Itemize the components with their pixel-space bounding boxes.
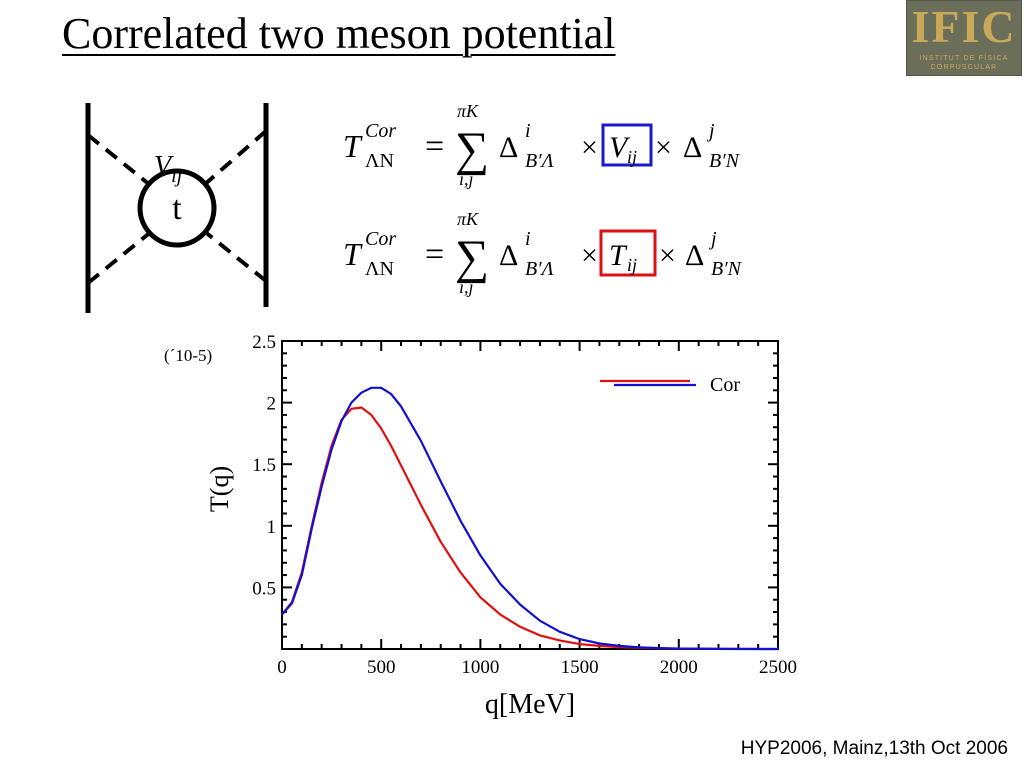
svg-text:B′N: B′N xyxy=(711,258,743,280)
svg-text:i,j: i,j xyxy=(459,169,474,189)
svg-text:j: j xyxy=(706,120,715,142)
footer-text: HYP2006, Mainz,13th Oct 2006 xyxy=(740,738,1008,759)
equation-potential: T Cor ΛN = ∑ πK i,j Δ i B′Λ × V ij × Δ j… xyxy=(343,101,741,189)
svg-text:T: T xyxy=(609,239,628,272)
series-line-2 xyxy=(281,386,779,651)
y-tick-label: 2.5 xyxy=(252,332,276,353)
x-tick-label: 2500 xyxy=(759,657,797,678)
scale-note: (´10-5) xyxy=(164,346,212,365)
t-matrix-box xyxy=(599,229,657,277)
svg-text:ij: ij xyxy=(627,147,637,167)
equations: T Cor ΛN = ∑ πK i,j Δ i B′Λ × V ij × Δ j… xyxy=(343,101,743,297)
svg-text:Cor: Cor xyxy=(365,120,396,142)
y-tick-label: 2 xyxy=(267,394,277,415)
svg-text:Δ: Δ xyxy=(683,131,702,164)
y-tick-label: 0.5 xyxy=(252,578,276,599)
x-tick-label: 500 xyxy=(367,657,396,678)
slide-title: Correlated two meson potential xyxy=(62,9,616,58)
x-tick-label: 1000 xyxy=(461,657,499,678)
svg-text:j: j xyxy=(708,228,717,250)
svg-text:B′Λ: B′Λ xyxy=(525,258,554,280)
x-tick-label: 0 xyxy=(277,657,287,678)
svg-text:T: T xyxy=(343,236,363,272)
legend-label: Cor xyxy=(710,374,740,396)
svg-text:=: = xyxy=(425,236,444,273)
logo-line-1: INSTITUT DE FÍSICA xyxy=(919,55,1009,62)
svg-text:Δ: Δ xyxy=(685,239,704,272)
svg-text:ΛN: ΛN xyxy=(365,258,394,280)
t-of-q-chart: (´10-5) T(q) q[MeV] 0 500 1000 1500 2000 2500… xyxy=(164,332,797,720)
y-tick-label: 1.5 xyxy=(252,455,276,476)
svg-text:ΛN: ΛN xyxy=(365,150,394,172)
svg-text:T: T xyxy=(343,128,363,164)
y-tick-label: 1 xyxy=(267,517,277,538)
svg-text:ij: ij xyxy=(627,255,637,275)
svg-text:×: × xyxy=(581,239,598,272)
vertex-label: Vij xyxy=(154,151,183,187)
svg-text:=: = xyxy=(425,128,444,165)
logo-main-text: IFIC xyxy=(911,1,1017,52)
svg-text:∑: ∑ xyxy=(455,231,489,284)
svg-text:Cor: Cor xyxy=(365,228,396,250)
svg-text:i: i xyxy=(525,228,531,250)
x-tick-label: 1500 xyxy=(561,657,599,678)
loop-label: t xyxy=(172,190,182,227)
meson-line-upper-right xyxy=(202,129,268,187)
svg-text:∑: ∑ xyxy=(455,123,489,176)
svg-text:B′Λ: B′Λ xyxy=(525,150,554,172)
equation-t-matrix: T Cor ΛN = ∑ πK i,j Δ i B′Λ × T ij × Δ j… xyxy=(343,209,743,297)
meson-line-upper-left xyxy=(86,133,152,187)
svg-text:πK: πK xyxy=(457,209,479,229)
svg-text:×: × xyxy=(581,131,598,164)
svg-text:V: V xyxy=(609,131,631,164)
meson-line-lower-left xyxy=(86,229,154,285)
plot-frame xyxy=(281,340,779,650)
potential-box xyxy=(601,123,653,167)
svg-text:Δ: Δ xyxy=(499,131,518,164)
svg-text:×: × xyxy=(655,131,672,164)
svg-text:πK: πK xyxy=(457,101,479,121)
meson-line-lower-right xyxy=(202,229,268,283)
x-axis-label: q[MeV] xyxy=(485,689,575,720)
svg-text:i,j: i,j xyxy=(459,277,474,297)
svg-text:i: i xyxy=(525,120,531,142)
x-tick-label: 2000 xyxy=(660,657,698,678)
ific-logo: IFIC INSTITUT DE FÍSICA CORPUSCULAR xyxy=(906,0,1022,76)
logo-line-2: CORPUSCULAR xyxy=(930,64,998,71)
svg-text:Δ: Δ xyxy=(499,239,518,272)
svg-text:×: × xyxy=(659,239,676,272)
t-matrix-loop xyxy=(137,168,217,248)
svg-text:B′N: B′N xyxy=(709,150,741,172)
y-axis-label: T(q) xyxy=(205,466,234,512)
meson-exchange-diagram: Vij t xyxy=(85,103,269,313)
